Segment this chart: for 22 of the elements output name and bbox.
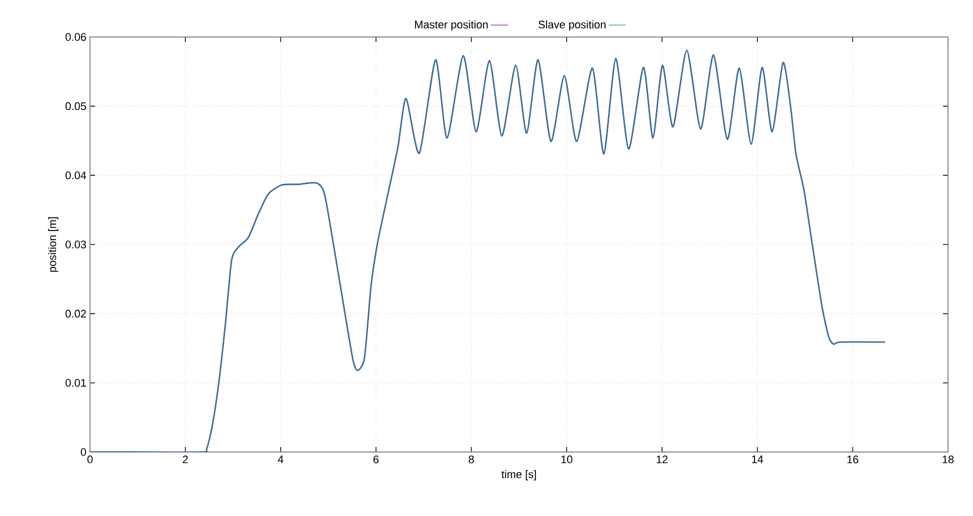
legend-label: Master position xyxy=(415,20,488,31)
x-tick-label: 2 xyxy=(182,456,188,464)
y-tick-label: 0 xyxy=(80,448,86,456)
y-tick-label: 0.02 xyxy=(66,310,86,318)
x-axis-title: time [s] xyxy=(502,470,536,480)
x-tick-label: 4 xyxy=(278,456,284,464)
y-tick-label: 0.04 xyxy=(66,171,86,180)
x-tick-label: 8 xyxy=(468,456,474,464)
x-tick-label: 12 xyxy=(656,456,668,464)
x-tick-label: 10 xyxy=(561,456,572,464)
x-tick-label: 18 xyxy=(942,456,954,464)
y-tick-label: 0.01 xyxy=(66,378,86,387)
x-tick-label: 14 xyxy=(752,456,764,464)
y-tick-label: 0.03 xyxy=(66,240,86,248)
y-tick-label: 0.06 xyxy=(66,33,86,41)
legend-label: Slave position xyxy=(538,20,606,31)
line-series xyxy=(90,49,886,452)
x-tick-label: 0 xyxy=(87,456,93,464)
x-tick-label: 16 xyxy=(847,456,858,464)
y-tick-label: 0.05 xyxy=(66,102,86,110)
y-axis-title: position [m] xyxy=(48,217,58,272)
x-tick-label: 6 xyxy=(374,456,379,464)
